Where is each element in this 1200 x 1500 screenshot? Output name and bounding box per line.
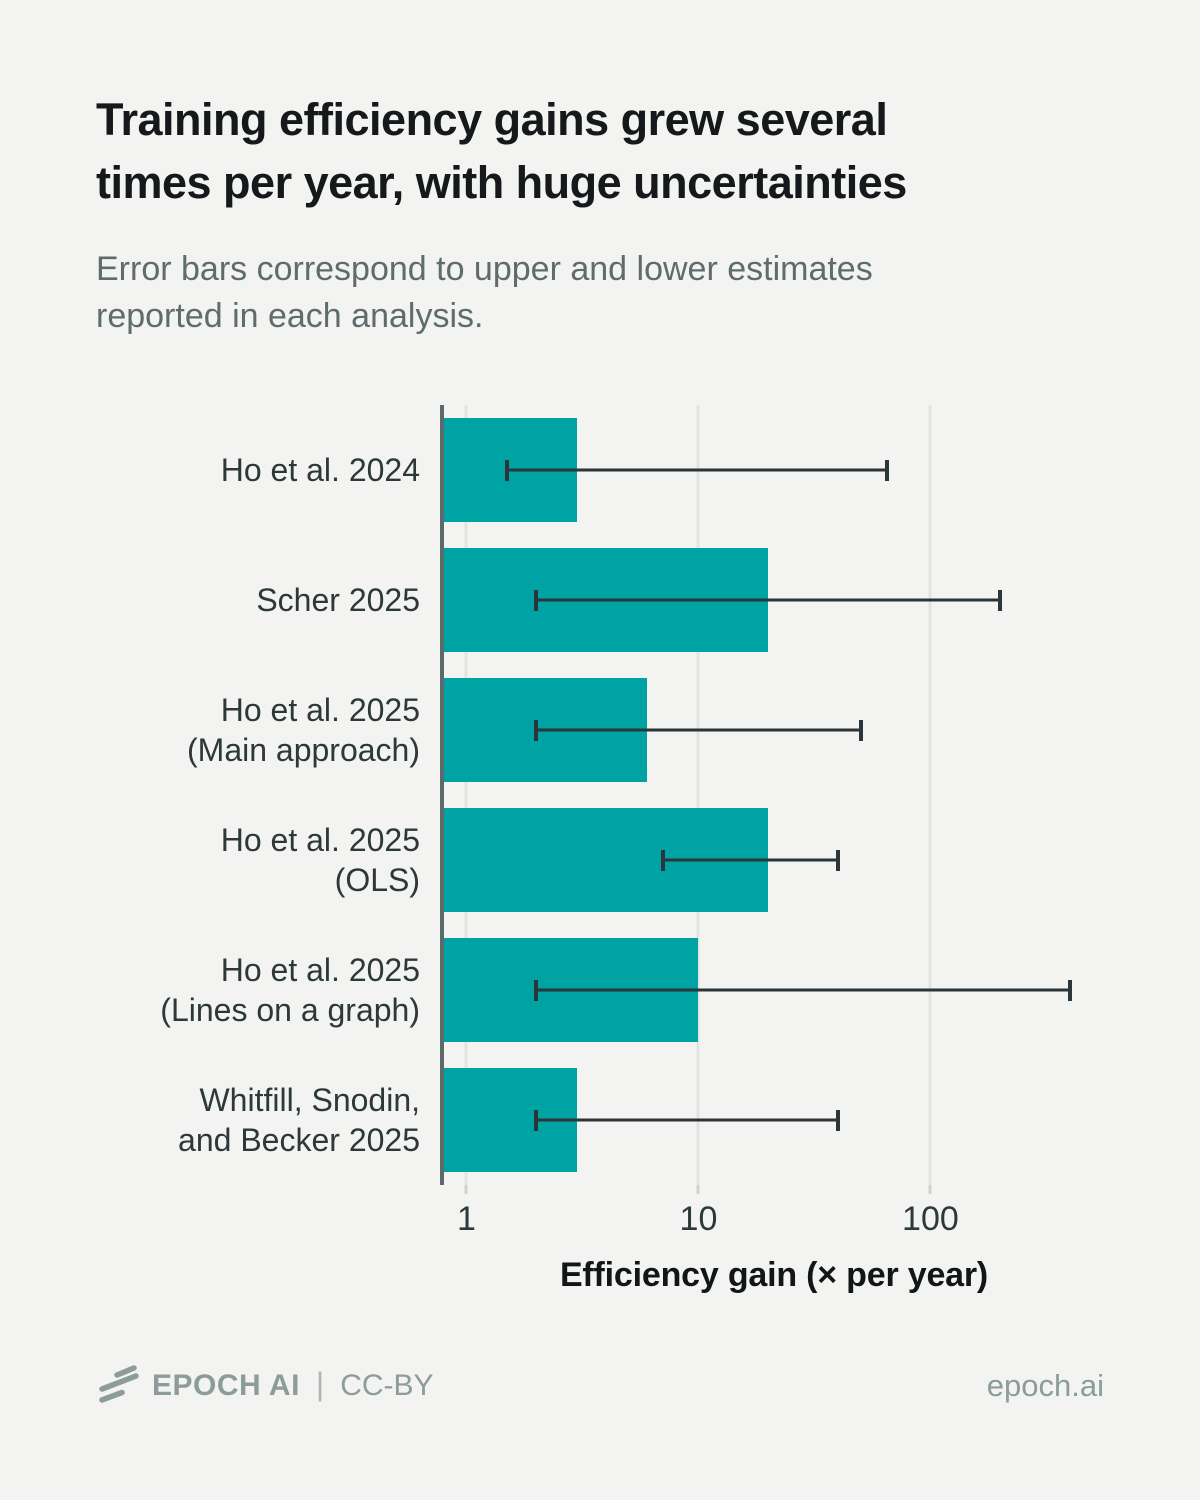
category-label-3: Ho et al. 2025 (Main approach) — [187, 690, 420, 770]
x-tick-label-1: 1 — [457, 1200, 476, 1238]
category-label-4: Ho et al. 2025 (OLS) — [221, 820, 420, 900]
error-bar-4 — [660, 849, 841, 871]
category-label-1-line-1: Ho et al. 2024 — [220, 452, 420, 488]
category-label-4-line-1: Ho et al. 2025 — [220, 822, 420, 858]
gridline-100 — [928, 405, 932, 1185]
category-label-3-line-2: (Main approach) — [187, 732, 420, 768]
chart-title: Training efficiency gains grew several t… — [96, 88, 1056, 214]
category-label-5: Ho et al. 2025 (Lines on a graph) — [160, 950, 420, 1030]
x-tickmark-10 — [696, 1185, 700, 1194]
gridline-1 — [464, 405, 468, 1185]
epoch-logo-icon — [96, 1363, 140, 1410]
plot-area — [444, 405, 1104, 1185]
category-label-4-line-2: (OLS) — [334, 862, 420, 898]
x-axis-label: Efficiency gain (× per year) — [559, 1256, 989, 1294]
error-cap-high-2 — [998, 589, 1003, 611]
error-bar-2 — [534, 589, 1003, 611]
chart-subtitle-line-1: Error bars correspond to upper and lower… — [96, 250, 873, 288]
gridline-10 — [696, 405, 700, 1185]
error-cap-high-1 — [885, 459, 890, 481]
category-label-3-line-1: Ho et al. 2025 — [220, 692, 420, 728]
error-cap-high-3 — [858, 719, 863, 741]
category-label-2: Scher 2025 — [256, 580, 420, 620]
chart-subtitle-line-2: reported in each analysis. — [96, 297, 484, 335]
error-cap-high-6 — [836, 1109, 841, 1131]
error-cap-high-5 — [1068, 979, 1073, 1001]
error-bar-5 — [534, 979, 1073, 1001]
footer-divider: | — [315, 1365, 325, 1402]
error-cap-low-5 — [534, 979, 539, 1001]
category-label-5-line-1: Ho et al. 2025 — [220, 952, 420, 988]
x-tickmark-1 — [464, 1185, 468, 1194]
footer: EPOCH AI | CC-BY epoch.ai — [96, 1362, 1104, 1410]
error-bar-3 — [534, 719, 863, 741]
error-bar-6 — [534, 1109, 841, 1131]
category-label-6-line-1: Whitfill, Snodin, — [199, 1082, 420, 1118]
x-tick-label-10: 10 — [679, 1200, 718, 1238]
error-cap-low-4 — [660, 849, 665, 871]
y-axis-line — [440, 405, 444, 1185]
x-tickmark-100 — [928, 1185, 932, 1194]
license-badge: CC-BY — [340, 1369, 434, 1402]
error-cap-low-2 — [534, 589, 539, 611]
category-label-6: Whitfill, Snodin, and Becker 2025 — [178, 1080, 420, 1160]
chart-subtitle: Error bars correspond to upper and lower… — [96, 246, 1056, 340]
brand-name: EPOCH AI — [152, 1369, 300, 1402]
error-cap-low-3 — [534, 719, 539, 741]
error-cap-low-6 — [534, 1109, 539, 1131]
error-cap-high-4 — [836, 849, 841, 871]
category-label-2-line-1: Scher 2025 — [256, 582, 420, 618]
x-tick-label-100: 100 — [902, 1200, 959, 1238]
category-label-5-line-2: (Lines on a graph) — [160, 992, 420, 1028]
site-link[interactable]: epoch.ai — [986, 1368, 1104, 1403]
category-label-1: Ho et al. 2024 — [221, 450, 420, 490]
error-bar-1 — [505, 459, 890, 481]
chart-title-line-2: times per year, with huge uncertainties — [96, 157, 907, 208]
error-cap-low-1 — [505, 459, 510, 481]
category-label-6-line-2: and Becker 2025 — [178, 1122, 420, 1158]
chart-title-line-1: Training efficiency gains grew several — [96, 94, 888, 145]
